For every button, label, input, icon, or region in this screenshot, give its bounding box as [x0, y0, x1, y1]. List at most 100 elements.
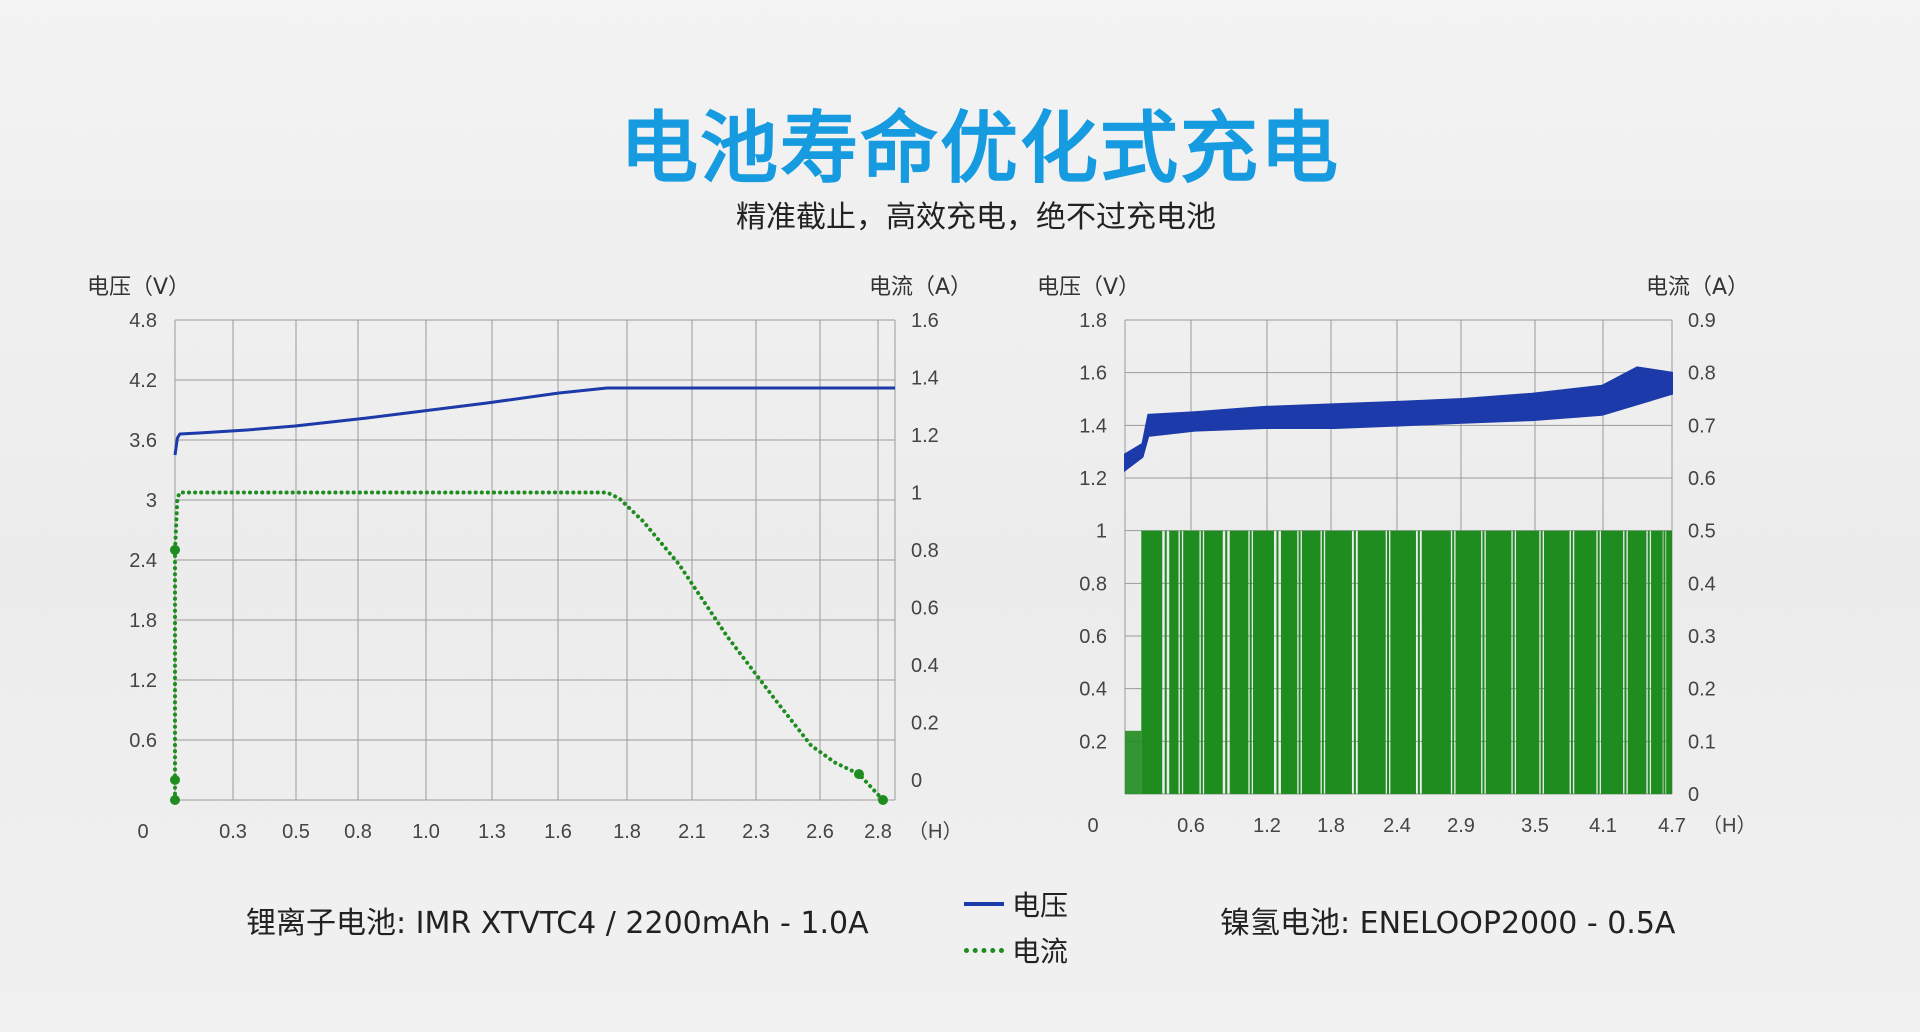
legend-voltage-swatch: [964, 902, 1004, 906]
y-right-tick-label: 0.5: [1688, 521, 1716, 543]
y-right-tick-label: 1: [911, 482, 922, 504]
x-tick-label: 1.3: [478, 821, 506, 843]
x-tick-label: 1.8: [613, 821, 641, 843]
series-current-marker: [170, 795, 180, 805]
x-tick-label: 2.9: [1447, 815, 1475, 837]
legend-voltage-label: 电压: [1012, 889, 1069, 922]
y-left-tick-label: 1.8: [1079, 310, 1107, 332]
y-left-tick-label: 0.8: [1079, 573, 1107, 595]
x-tick-label: 1.8: [1317, 815, 1345, 837]
y-right-tick-label: 1.6: [911, 310, 939, 332]
y-right-tick-label: 1.4: [911, 367, 939, 389]
y-right-tick-label: 0.7: [1688, 415, 1716, 437]
y-right-axis-title: 电流（A）: [869, 275, 972, 300]
x-tick-label: 2.1: [678, 821, 706, 843]
y-left-tick-label: 0.6: [129, 730, 157, 752]
series-current-pulse-block: [1301, 530, 1321, 794]
x-origin-label: 0: [1087, 815, 1098, 837]
x-tick-label: 1.2: [1253, 815, 1281, 837]
series-current-pulse-block: [1574, 530, 1597, 794]
page-title: 电池寿命优化式充电: [619, 104, 1340, 194]
y-right-tick-label: 0.6: [1688, 468, 1716, 490]
y-right-tick-label: 0: [1688, 784, 1699, 806]
x-tick-label: 2.8: [864, 821, 892, 843]
x-tick-label: 0.6: [1177, 815, 1205, 837]
series-current-pulse-block: [1183, 530, 1200, 794]
series-current-pulse-block: [1229, 530, 1249, 794]
y-right-tick-label: 0.8: [911, 540, 939, 562]
x-unit-label: （H）: [1702, 814, 1756, 837]
y-left-tick-label: 4.8: [129, 310, 157, 332]
x-tick-label: 0.5: [282, 821, 310, 843]
series-current-precharge: [1125, 730, 1142, 794]
x-tick-label: 3.5: [1521, 815, 1549, 837]
x-tick-label: 1.0: [412, 821, 440, 843]
x-unit-label: （H）: [908, 820, 962, 843]
legend-current-label: 电流: [1012, 935, 1069, 968]
y-left-tick-label: 1: [1096, 521, 1107, 543]
y-left-axis-title: 电压（V）: [87, 275, 190, 300]
series-current-pulse-block: [1421, 530, 1451, 794]
y-right-tick-label: 0.3: [1688, 626, 1716, 648]
series-current-pulse-block: [1253, 530, 1274, 794]
x-tick-label: 4.1: [1589, 815, 1617, 837]
y-right-tick-label: 0.2: [1688, 679, 1716, 701]
series-voltage-line: [173, 386, 895, 456]
series-current-marker: [878, 795, 888, 805]
y-left-tick-label: 3.6: [129, 430, 157, 452]
legend-current-swatch: [964, 947, 1004, 953]
series-current-pulse-block: [1485, 530, 1512, 794]
series-current-marker: [170, 774, 180, 785]
series-current-line: [173, 490, 885, 802]
y-right-tick-label: 0.2: [911, 712, 939, 734]
y-right-tick-label: 0.4: [1688, 573, 1716, 595]
y-left-tick-label: 2.4: [129, 550, 157, 572]
series-current-pulse-block: [1455, 530, 1482, 794]
series-current-pulse-block: [1601, 530, 1624, 794]
y-right-tick-label: 0: [911, 770, 922, 792]
series-current-pulse-block: [1325, 530, 1352, 794]
y-right-tick-label: 0.9: [1688, 310, 1716, 332]
y-left-tick-label: 1.2: [129, 670, 157, 692]
series-current-pulse-block: [1666, 530, 1672, 794]
y-left-tick-label: 1.6: [1079, 363, 1107, 385]
y-right-tick-label: 0.1: [1688, 731, 1716, 753]
series-current-marker: [854, 769, 864, 780]
series-current-pulse-block: [1357, 530, 1386, 794]
y-right-tick-label: 1.2: [911, 425, 939, 447]
y-right-tick-label: 0.6: [911, 597, 939, 619]
y-left-tick-label: 3: [146, 490, 157, 512]
y-right-tick-label: 0.4: [911, 655, 939, 677]
series-current-pulse-block: [1543, 530, 1570, 794]
x-tick-label: 4.7: [1658, 815, 1686, 837]
series-current-pulse-block: [1280, 530, 1298, 794]
x-tick-label: 2.4: [1383, 815, 1411, 837]
y-left-tick-label: 1.2: [1079, 468, 1107, 490]
page-subtitle: 精准截止，高效充电，绝不过充电池: [736, 200, 1216, 235]
series-current-marker: [170, 544, 180, 555]
y-left-tick-label: 4.2: [129, 370, 157, 392]
caption-liion: 锂离子电池: IMR XTVTC4 / 2200mAh - 1.0A: [246, 906, 869, 941]
series-current-pulse-block: [1169, 530, 1179, 794]
legend-item-current: 电流: [964, 930, 1068, 970]
series-current-pulse-block: [1627, 530, 1647, 794]
y-left-tick-label: 0.6: [1079, 626, 1107, 648]
series-current-pulse-block: [1516, 530, 1540, 794]
x-tick-label: 1.6: [544, 821, 572, 843]
x-tick-label: 2.6: [806, 821, 834, 843]
y-left-tick-label: 0.2: [1079, 731, 1107, 753]
y-left-tick-label: 1.4: [1079, 415, 1107, 437]
y-left-tick-label: 1.8: [129, 610, 157, 632]
series-current-pulse-block: [1651, 530, 1663, 794]
series-current-pulse-block: [1390, 530, 1416, 794]
series-current-pulse-block: [1141, 530, 1163, 794]
series-current-pulse-block: [1204, 530, 1223, 794]
x-tick-label: 0.8: [344, 821, 372, 843]
caption-nimh: 镍氢电池: ENELOOP2000 - 0.5A: [1220, 906, 1676, 941]
x-origin-label: 0: [137, 821, 148, 843]
legend-item-voltage: 电压: [964, 884, 1068, 924]
y-right-axis-title: 电流（A）: [1646, 275, 1749, 300]
series-voltage-band: [1124, 366, 1673, 473]
y-left-axis-title: 电压（V）: [1037, 275, 1140, 300]
